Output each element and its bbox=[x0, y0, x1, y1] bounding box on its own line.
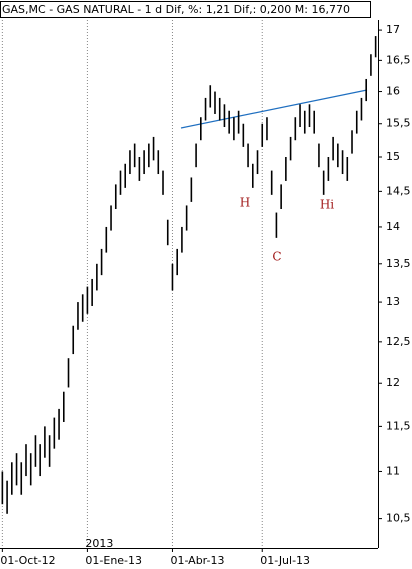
y-tick-label: 14 bbox=[386, 220, 400, 233]
y-tick-label: 16 bbox=[386, 85, 400, 98]
x-tick-label: 01-Ene-13 bbox=[85, 554, 142, 567]
annotation: C bbox=[272, 250, 281, 264]
y-tick-label: 13,5 bbox=[386, 257, 411, 270]
y-tick-label: 14,5 bbox=[386, 184, 411, 197]
header: GAS,MC - GAS NATURAL - 1 d Dif, %: 1,21 … bbox=[2, 3, 350, 16]
y-tick-label: 16,5 bbox=[386, 53, 411, 66]
y-tick-label: 10,5 bbox=[386, 512, 411, 525]
y-tick-label: 15,5 bbox=[386, 117, 411, 130]
y-tick-label: 17 bbox=[386, 23, 400, 36]
y-tick-label: 12 bbox=[386, 376, 400, 389]
header-box bbox=[0, 1, 371, 18]
trendline bbox=[180, 89, 368, 129]
x-tick-label: 01-Jul-13 bbox=[260, 554, 310, 567]
annotation: Hi bbox=[320, 198, 334, 212]
y-tick-label: 11 bbox=[386, 464, 400, 477]
y-tick-label: 12,5 bbox=[386, 335, 411, 348]
year-label: 2013 bbox=[85, 537, 113, 550]
x-tick-label: 01-Abr-13 bbox=[170, 554, 224, 567]
y-tick-label: 11,5 bbox=[386, 419, 411, 432]
y-tick-label: 13 bbox=[386, 295, 400, 308]
annotation: H bbox=[240, 196, 250, 210]
x-tick-label: 01-Oct-12 bbox=[0, 554, 55, 567]
y-tick-label: 15 bbox=[386, 150, 400, 163]
